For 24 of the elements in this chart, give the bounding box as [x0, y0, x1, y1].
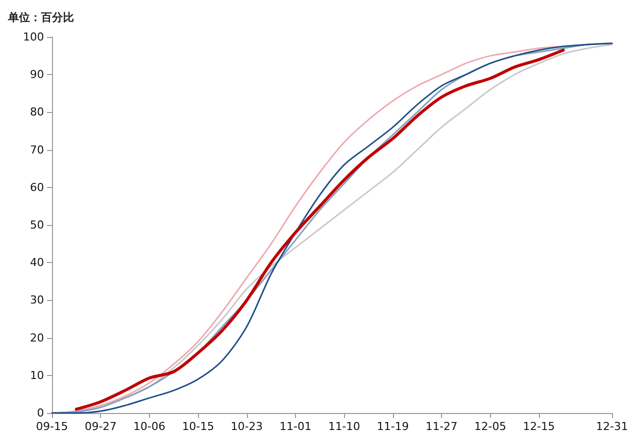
y-tick-label: 70: [30, 143, 44, 156]
y-tick-label: 100: [23, 30, 44, 44]
x-tick-label: 11-27: [426, 420, 458, 433]
y-tick-label: 40: [30, 256, 44, 270]
x-tick-label: 11-19: [376, 420, 409, 433]
x-tick-label: 09-15: [36, 420, 68, 433]
x-tick-label: 09-27: [84, 420, 117, 433]
x-tick-label: 12-31: [596, 420, 628, 433]
y-tick-label: 10: [30, 368, 44, 382]
x-tick-label: 11-01: [279, 420, 312, 433]
y-tick-label: 30: [30, 294, 44, 307]
x-tick-label: 10-23: [230, 420, 263, 433]
y-tick-label: 80: [30, 106, 44, 119]
x-tick-label: 12-05: [474, 420, 506, 433]
y-tick-label: 90: [30, 68, 44, 82]
y-axis-title: 单位：百分比: [7, 11, 74, 24]
x-tick-label: 10-15: [182, 420, 214, 433]
y-tick-label: 0: [37, 406, 44, 420]
y-tick-label: 50: [30, 218, 44, 232]
x-tick-label: 12-15: [522, 420, 555, 433]
x-tick-label: 11-10: [328, 420, 360, 433]
y-tick-label: 60: [30, 180, 44, 194]
x-tick-label: 10-06: [133, 420, 166, 433]
y-tick-label: 20: [30, 331, 44, 344]
